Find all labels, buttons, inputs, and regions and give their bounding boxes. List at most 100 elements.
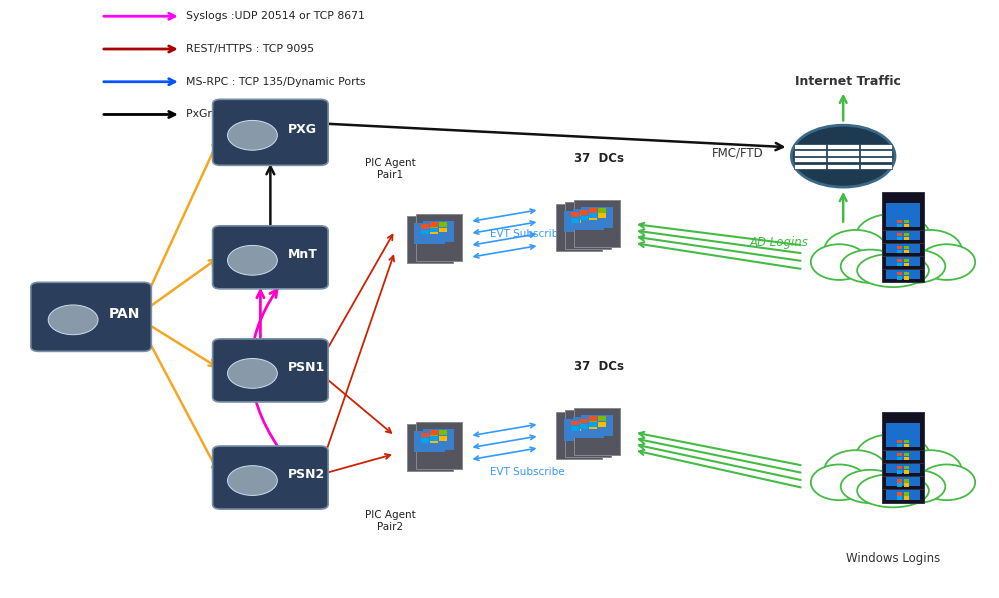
FancyBboxPatch shape [579, 210, 587, 215]
Circle shape [791, 125, 895, 187]
FancyBboxPatch shape [213, 339, 328, 402]
FancyBboxPatch shape [570, 421, 578, 426]
Text: Syslogs :UDP 20514 or TCP 8671: Syslogs :UDP 20514 or TCP 8671 [186, 11, 365, 22]
FancyBboxPatch shape [579, 426, 587, 431]
FancyBboxPatch shape [882, 465, 924, 502]
Ellipse shape [841, 470, 900, 503]
FancyBboxPatch shape [904, 259, 909, 263]
Text: AD Logins: AD Logins [749, 236, 808, 249]
FancyBboxPatch shape [904, 457, 909, 460]
Ellipse shape [857, 254, 929, 287]
FancyBboxPatch shape [904, 479, 909, 483]
Text: PIC Agent
Pair2: PIC Agent Pair2 [365, 510, 416, 532]
FancyBboxPatch shape [904, 470, 909, 474]
FancyBboxPatch shape [579, 212, 587, 217]
FancyBboxPatch shape [886, 436, 920, 460]
FancyBboxPatch shape [581, 207, 612, 228]
FancyBboxPatch shape [897, 453, 902, 456]
FancyBboxPatch shape [597, 416, 605, 421]
FancyBboxPatch shape [570, 212, 578, 217]
FancyBboxPatch shape [588, 213, 596, 218]
FancyBboxPatch shape [860, 151, 892, 156]
Text: PIC Agent
Pair1: PIC Agent Pair1 [365, 158, 416, 180]
FancyBboxPatch shape [431, 438, 439, 443]
Ellipse shape [899, 450, 962, 491]
Ellipse shape [856, 214, 930, 259]
FancyBboxPatch shape [431, 432, 439, 437]
FancyBboxPatch shape [416, 214, 462, 261]
FancyBboxPatch shape [904, 246, 909, 249]
FancyBboxPatch shape [422, 230, 430, 234]
FancyBboxPatch shape [827, 151, 859, 156]
FancyBboxPatch shape [860, 164, 892, 169]
FancyBboxPatch shape [904, 272, 909, 275]
Ellipse shape [918, 465, 975, 500]
FancyBboxPatch shape [794, 157, 826, 163]
FancyBboxPatch shape [904, 263, 909, 267]
FancyBboxPatch shape [588, 422, 596, 426]
FancyBboxPatch shape [882, 412, 924, 450]
FancyBboxPatch shape [572, 417, 603, 438]
FancyBboxPatch shape [904, 492, 909, 496]
Ellipse shape [899, 230, 962, 270]
FancyBboxPatch shape [407, 216, 453, 263]
FancyBboxPatch shape [827, 144, 859, 150]
FancyBboxPatch shape [897, 496, 902, 500]
FancyBboxPatch shape [882, 205, 924, 243]
Ellipse shape [918, 244, 975, 280]
FancyBboxPatch shape [213, 446, 328, 509]
FancyBboxPatch shape [904, 496, 909, 500]
FancyBboxPatch shape [415, 223, 446, 244]
FancyBboxPatch shape [860, 144, 892, 150]
FancyBboxPatch shape [897, 483, 902, 487]
Ellipse shape [885, 470, 945, 503]
FancyBboxPatch shape [431, 227, 439, 232]
FancyBboxPatch shape [897, 224, 902, 227]
FancyBboxPatch shape [579, 216, 587, 221]
Text: Internet Traffic: Internet Traffic [795, 75, 901, 88]
FancyBboxPatch shape [588, 424, 596, 429]
FancyBboxPatch shape [897, 263, 902, 267]
FancyBboxPatch shape [882, 438, 924, 477]
FancyBboxPatch shape [422, 224, 430, 229]
FancyBboxPatch shape [882, 425, 924, 463]
FancyBboxPatch shape [860, 157, 892, 163]
Ellipse shape [856, 434, 930, 480]
FancyBboxPatch shape [431, 224, 439, 229]
FancyBboxPatch shape [422, 432, 430, 437]
FancyBboxPatch shape [597, 422, 605, 426]
FancyBboxPatch shape [574, 408, 620, 455]
Text: EVT Subscribe: EVT Subscribe [490, 466, 564, 477]
FancyBboxPatch shape [588, 416, 596, 421]
FancyBboxPatch shape [794, 144, 826, 150]
FancyBboxPatch shape [882, 192, 924, 230]
FancyBboxPatch shape [588, 419, 596, 423]
Ellipse shape [811, 244, 867, 280]
FancyBboxPatch shape [415, 431, 446, 453]
Circle shape [228, 120, 278, 150]
FancyBboxPatch shape [897, 470, 902, 474]
FancyBboxPatch shape [431, 230, 439, 234]
FancyBboxPatch shape [904, 483, 909, 487]
Ellipse shape [885, 249, 945, 283]
FancyBboxPatch shape [574, 200, 620, 247]
FancyBboxPatch shape [882, 218, 924, 256]
Text: REST/HTTPS : TCP 9095: REST/HTTPS : TCP 9095 [186, 44, 314, 54]
FancyBboxPatch shape [588, 216, 596, 221]
FancyBboxPatch shape [565, 202, 611, 249]
FancyBboxPatch shape [886, 462, 920, 487]
Text: 37  DCs: 37 DCs [574, 152, 624, 165]
FancyBboxPatch shape [579, 424, 587, 429]
FancyBboxPatch shape [588, 208, 596, 213]
FancyBboxPatch shape [904, 237, 909, 240]
FancyBboxPatch shape [424, 429, 455, 450]
FancyBboxPatch shape [904, 224, 909, 227]
FancyBboxPatch shape [886, 449, 920, 474]
FancyBboxPatch shape [882, 451, 924, 490]
FancyBboxPatch shape [579, 218, 587, 222]
FancyBboxPatch shape [440, 436, 448, 441]
FancyBboxPatch shape [31, 282, 151, 352]
FancyBboxPatch shape [827, 157, 859, 163]
FancyBboxPatch shape [827, 164, 859, 169]
Ellipse shape [824, 450, 887, 491]
